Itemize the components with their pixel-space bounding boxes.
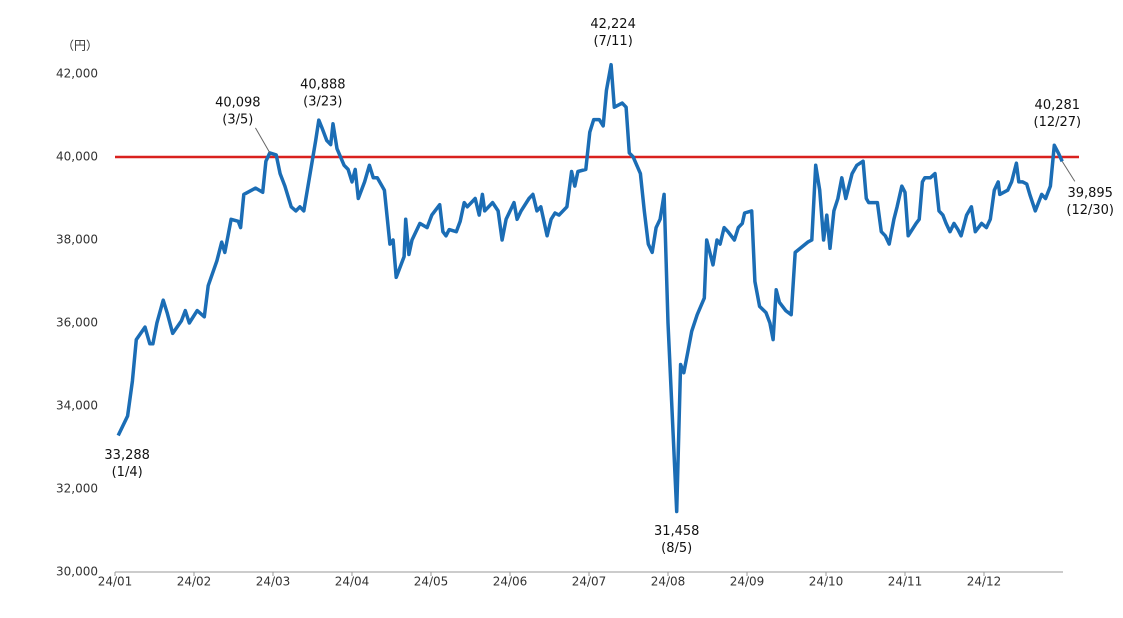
annotation-date: (8/5)	[661, 541, 692, 556]
x-tick-label: 24/11	[888, 575, 923, 589]
leader-line	[255, 127, 271, 154]
annotation-date: (1/4)	[112, 465, 143, 480]
y-tick-label: 34,000	[56, 399, 98, 413]
x-tick-label: 24/06	[493, 575, 528, 589]
y-tick-label: 42,000	[56, 67, 98, 81]
y-tick-label: 38,000	[56, 233, 98, 247]
leader-line	[1061, 161, 1076, 182]
annotation-value: 40,281	[1035, 98, 1081, 113]
x-tick-label: 24/09	[730, 575, 765, 589]
annotation-date: (3/5)	[222, 112, 253, 127]
x-tick-label: 24/10	[809, 575, 844, 589]
annotation-value: 33,288	[104, 448, 150, 463]
price-line	[116, 62, 1064, 514]
x-tick-label: 24/02	[177, 575, 212, 589]
annotation-date: (12/27)	[1034, 115, 1082, 130]
x-tick-label: 24/07	[572, 575, 607, 589]
annotation-date: (7/11)	[593, 34, 632, 49]
annotation-date: (12/30)	[1066, 203, 1114, 218]
annotation-value: 31,458	[654, 524, 700, 539]
annotation-value: 40,098	[215, 95, 261, 110]
annotation-value: 39,895	[1067, 186, 1113, 201]
x-tick-label: 24/12	[967, 575, 1002, 589]
unit-label: （円）	[62, 39, 98, 53]
x-tick-label: 24/08	[651, 575, 686, 589]
y-tick-label: 32,000	[56, 482, 98, 496]
annotation-value: 40,888	[300, 78, 346, 93]
x-tick-label: 24/05	[414, 575, 449, 589]
y-tick-label: 30,000	[56, 565, 98, 579]
annotation-value: 42,224	[590, 17, 636, 32]
x-tick-label: 24/01	[98, 575, 133, 589]
y-tick-label: 36,000	[56, 316, 98, 330]
x-tick-label: 24/04	[335, 575, 370, 589]
annotation-date: (3/23)	[303, 95, 342, 110]
x-tick-label: 24/03	[256, 575, 291, 589]
y-tick-label: 40,000	[56, 150, 98, 164]
